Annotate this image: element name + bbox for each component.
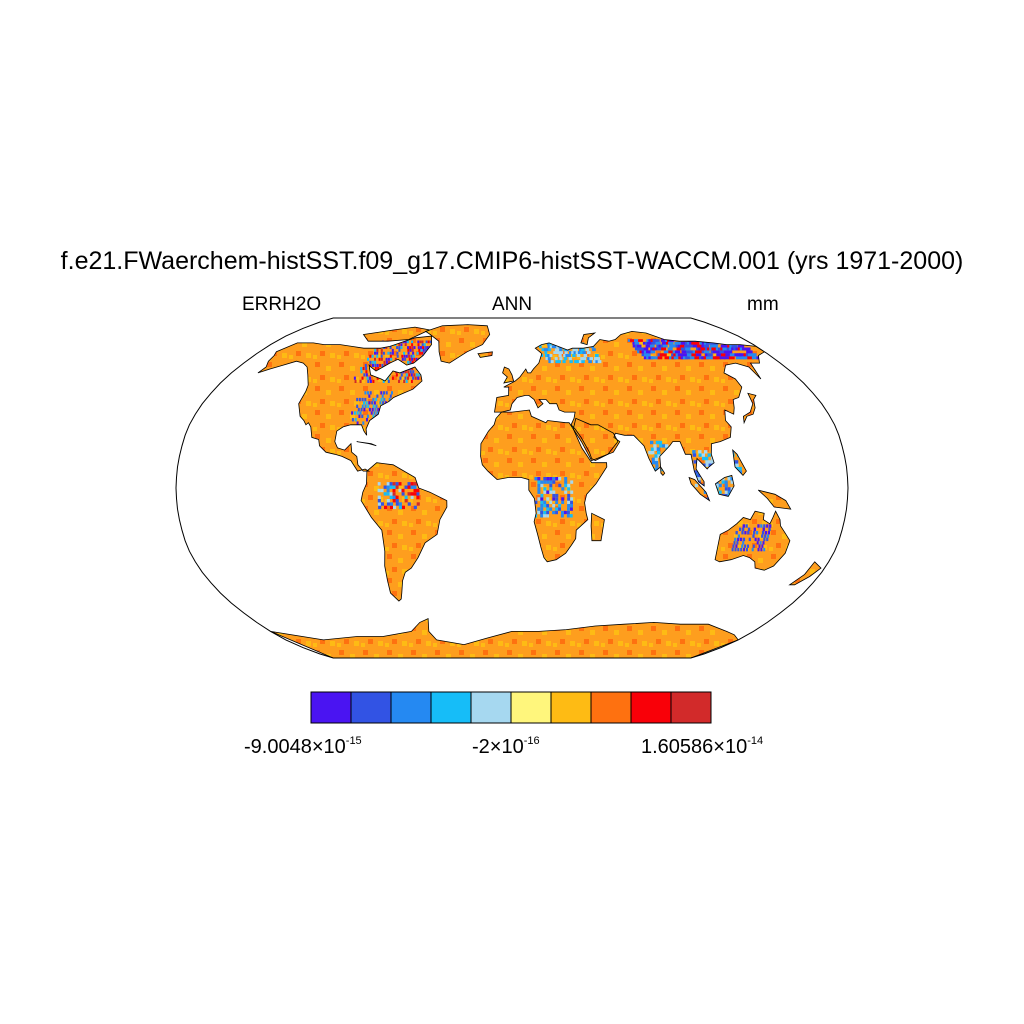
colorbar xyxy=(310,691,712,724)
colorbar-label-mid: -2×10-16 xyxy=(472,735,540,758)
landmass-madagascar xyxy=(591,513,605,541)
coastline-eurasia xyxy=(494,330,766,487)
coastline-new-guinea xyxy=(758,489,792,510)
season-label: ANN xyxy=(491,294,533,315)
coastline-borneo xyxy=(714,474,735,497)
coastline-madagascar xyxy=(590,512,605,542)
coastline-iceland xyxy=(477,351,493,358)
colorbar-swatch-9 xyxy=(630,691,672,724)
colorbar-swatch-10 xyxy=(670,691,712,724)
coastline-sri-lanka xyxy=(660,465,666,477)
coastline-uk xyxy=(502,366,515,384)
anomaly-amazon-basin xyxy=(377,482,420,510)
coastline-sumatra xyxy=(688,476,711,502)
colorbar-swatch-8 xyxy=(590,691,632,724)
figure-title: f.e21.FWaerchem-histSST.f09_g17.CMIP6-hi… xyxy=(60,247,964,275)
ocean-background xyxy=(176,318,848,658)
anomaly-central-africa xyxy=(534,477,574,518)
colorbar-swatch-2 xyxy=(350,691,392,724)
coastline-canada-arctic xyxy=(362,326,431,342)
landmass-arabia-fill xyxy=(573,418,618,461)
landmass-philippines xyxy=(732,450,747,476)
coastlines xyxy=(257,324,822,658)
landmass-sumatra xyxy=(689,477,710,501)
landmass-japan xyxy=(743,393,756,423)
colorbar-swatch-4 xyxy=(430,691,472,724)
coastline-japan xyxy=(742,392,757,425)
colorbar-label-min: -9.0048×10-15 xyxy=(244,735,362,758)
coastline-philippines xyxy=(732,449,747,477)
coastline-australia xyxy=(714,510,791,571)
colorbar-swatch-7 xyxy=(550,691,592,724)
colorbar-swatch-5 xyxy=(470,691,512,724)
landmass-uk xyxy=(502,367,514,383)
coastline-new-zealand xyxy=(788,561,822,586)
landmass-new-zealand xyxy=(789,561,821,585)
colorbar-swatch-3 xyxy=(390,691,432,724)
landmass-eurasia xyxy=(494,331,765,486)
colorbar-label-max: 1.60586×10-14 xyxy=(641,735,764,758)
coastline-greenland xyxy=(424,324,491,364)
coastline-arabia-fill xyxy=(572,417,619,462)
variable-name: ERRH2O xyxy=(242,294,322,315)
land-field xyxy=(257,324,821,658)
coastline-antarctica xyxy=(270,617,739,658)
units-label: mm xyxy=(747,294,779,315)
coastline-africa xyxy=(480,409,608,563)
coastline-south-america xyxy=(360,462,448,602)
coastline-cuba xyxy=(356,441,377,447)
landmass-canada-arctic xyxy=(363,327,430,342)
colorbar-swatch-1 xyxy=(310,691,352,724)
landmass-new-guinea xyxy=(758,490,791,510)
coastline-novaya-zemlya xyxy=(580,332,597,346)
anomaly-australia-interior xyxy=(731,524,772,552)
coastline-north-america xyxy=(257,335,433,472)
landmass-antarctica xyxy=(270,618,739,658)
landmass-north-america xyxy=(257,336,432,472)
colorbar-swatch-6 xyxy=(510,691,552,724)
landmass-south-america xyxy=(361,462,447,602)
landmass-africa xyxy=(480,410,607,562)
landmass-greenland xyxy=(425,324,490,364)
map-boundary xyxy=(175,317,849,659)
